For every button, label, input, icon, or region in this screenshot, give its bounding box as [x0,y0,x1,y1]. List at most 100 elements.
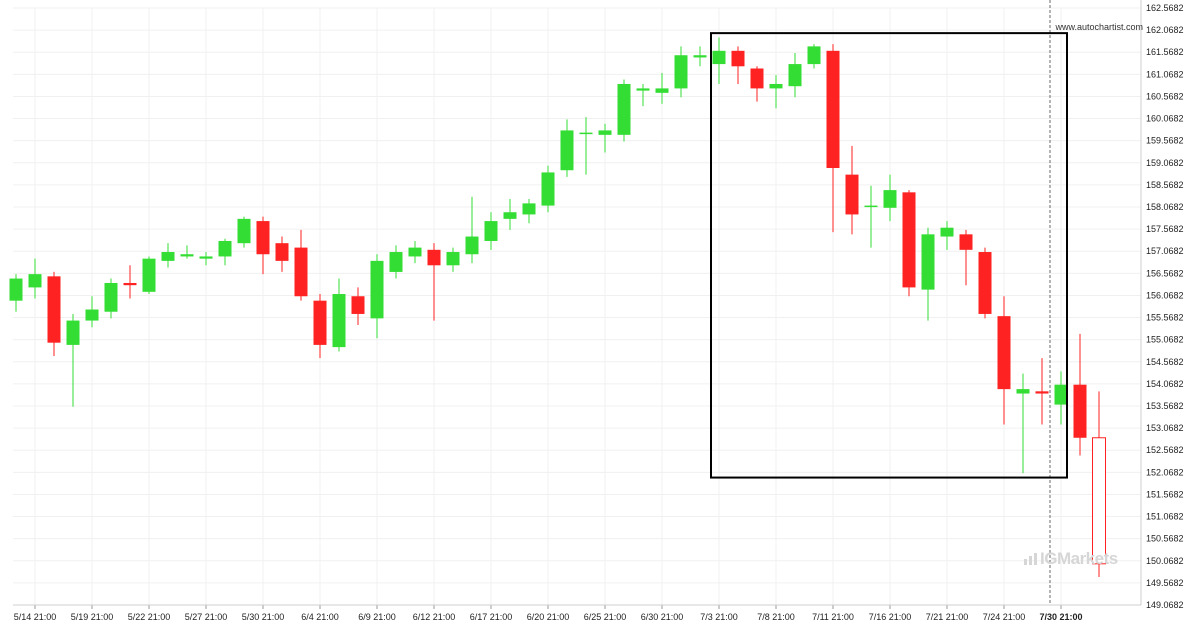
candle-body [142,258,156,292]
y-tick-label: 149.0682 [1146,600,1184,610]
candle-body [123,282,137,286]
y-tick-label: 153.5682 [1146,401,1184,411]
x-tick-label: 6/9 21:00 [358,612,396,622]
candle-body [237,218,251,244]
candle-body [1035,391,1049,394]
y-tick-label: 161.5682 [1146,47,1184,57]
candle-body [161,252,175,261]
candle-body [997,316,1011,390]
candle-body [180,254,194,257]
candle-body [940,227,954,237]
candle-body [1054,384,1068,405]
candle-body [769,83,783,89]
x-tick-label: 5/27 21:00 [185,612,228,622]
x-tick-label: 6/12 21:00 [413,612,456,622]
y-tick-label: 150.5682 [1146,534,1184,544]
y-tick-label: 162.5682 [1146,3,1184,13]
candle-body [902,192,916,288]
y-tick-label: 155.0682 [1146,335,1184,345]
candle-body [883,190,897,208]
x-tick-label: 6/25 21:00 [584,612,627,622]
x-tick-label: 7/8 21:00 [757,612,795,622]
candle-body [389,252,403,272]
candle-body [28,274,42,288]
candle-body [522,203,536,215]
brand-prefix: IG [1040,549,1057,568]
candle-body [1073,384,1087,438]
y-tick-label: 159.0682 [1146,158,1184,168]
candle-body [750,68,764,89]
candle-body [655,88,669,93]
x-tick-label: 5/14 21:00 [14,612,57,622]
candle-body [66,320,80,345]
x-tick-label: 6/20 21:00 [527,612,570,622]
candle-body [731,50,745,67]
watermark-url: www.autochartist.com [1055,22,1143,32]
candle-body [9,278,23,301]
candle-body [826,50,840,169]
brand-suffix: Markets [1056,549,1118,568]
candle-body [636,88,650,91]
candle-body [541,172,555,206]
x-tick-label: 6/17 21:00 [470,612,513,622]
candle-body [370,260,384,319]
candle-body [408,247,422,257]
brand-logo: IG Markets [1024,549,1118,569]
candle-body [256,221,270,255]
y-tick-label: 160.0682 [1146,114,1184,124]
y-tick-label: 154.0682 [1146,379,1184,389]
candle-body [85,309,99,321]
x-tick-label: 7/16 21:00 [869,612,912,622]
y-tick-label: 151.0682 [1146,512,1184,522]
candle-body [275,243,289,261]
y-tick-label: 157.5682 [1146,224,1184,234]
x-tick-label: 5/19 21:00 [71,612,114,622]
candle-body [465,236,479,255]
y-tick-label: 161.0682 [1146,69,1184,79]
y-tick-label: 156.5682 [1146,268,1184,278]
y-tick-label: 149.5682 [1146,578,1184,588]
x-tick-label: 5/30 21:00 [242,612,285,622]
candle-body [693,55,707,58]
candle-body [674,55,688,89]
candle-body [218,240,232,257]
y-tick-label: 152.0682 [1146,467,1184,477]
brand-bars-icon [1024,553,1037,565]
candle-body [807,46,821,65]
y-tick-label: 162.0682 [1146,25,1184,35]
x-tick-label: 7/3 21:00 [700,612,738,622]
x-tick-label: 7/24 21:00 [983,612,1026,622]
y-tick-label: 159.5682 [1146,136,1184,146]
y-tick-label: 156.0682 [1146,290,1184,300]
candle-body [351,296,365,314]
candle-body [978,252,992,314]
y-tick-label: 151.5682 [1146,489,1184,499]
x-tick-label: 6/30 21:00 [641,612,684,622]
candle-body [199,256,213,259]
x-tick-label: 7/30 21:00 [1039,612,1082,622]
pattern-box [710,32,1068,479]
candle-body [104,282,118,312]
candle-body [484,221,498,241]
candle-body [845,174,859,215]
candle-body [332,294,346,348]
candle-body [959,234,973,250]
candle-body-current [1092,437,1106,565]
x-tick-label: 7/21 21:00 [926,612,969,622]
y-tick-label: 157.0682 [1146,246,1184,256]
candle-body [617,83,631,135]
candle-body [864,205,878,208]
candle-body [598,130,612,135]
y-tick-label: 150.0682 [1146,556,1184,566]
y-tick-label: 152.5682 [1146,445,1184,455]
x-tick-label: 7/11 21:00 [812,612,854,622]
candle-body [579,132,593,135]
y-tick-label: 158.0682 [1146,202,1184,212]
candle-body [503,212,517,219]
candle-body [47,276,61,343]
candle-body [712,50,726,65]
candle-body [294,247,308,297]
candle-body [1016,389,1030,394]
